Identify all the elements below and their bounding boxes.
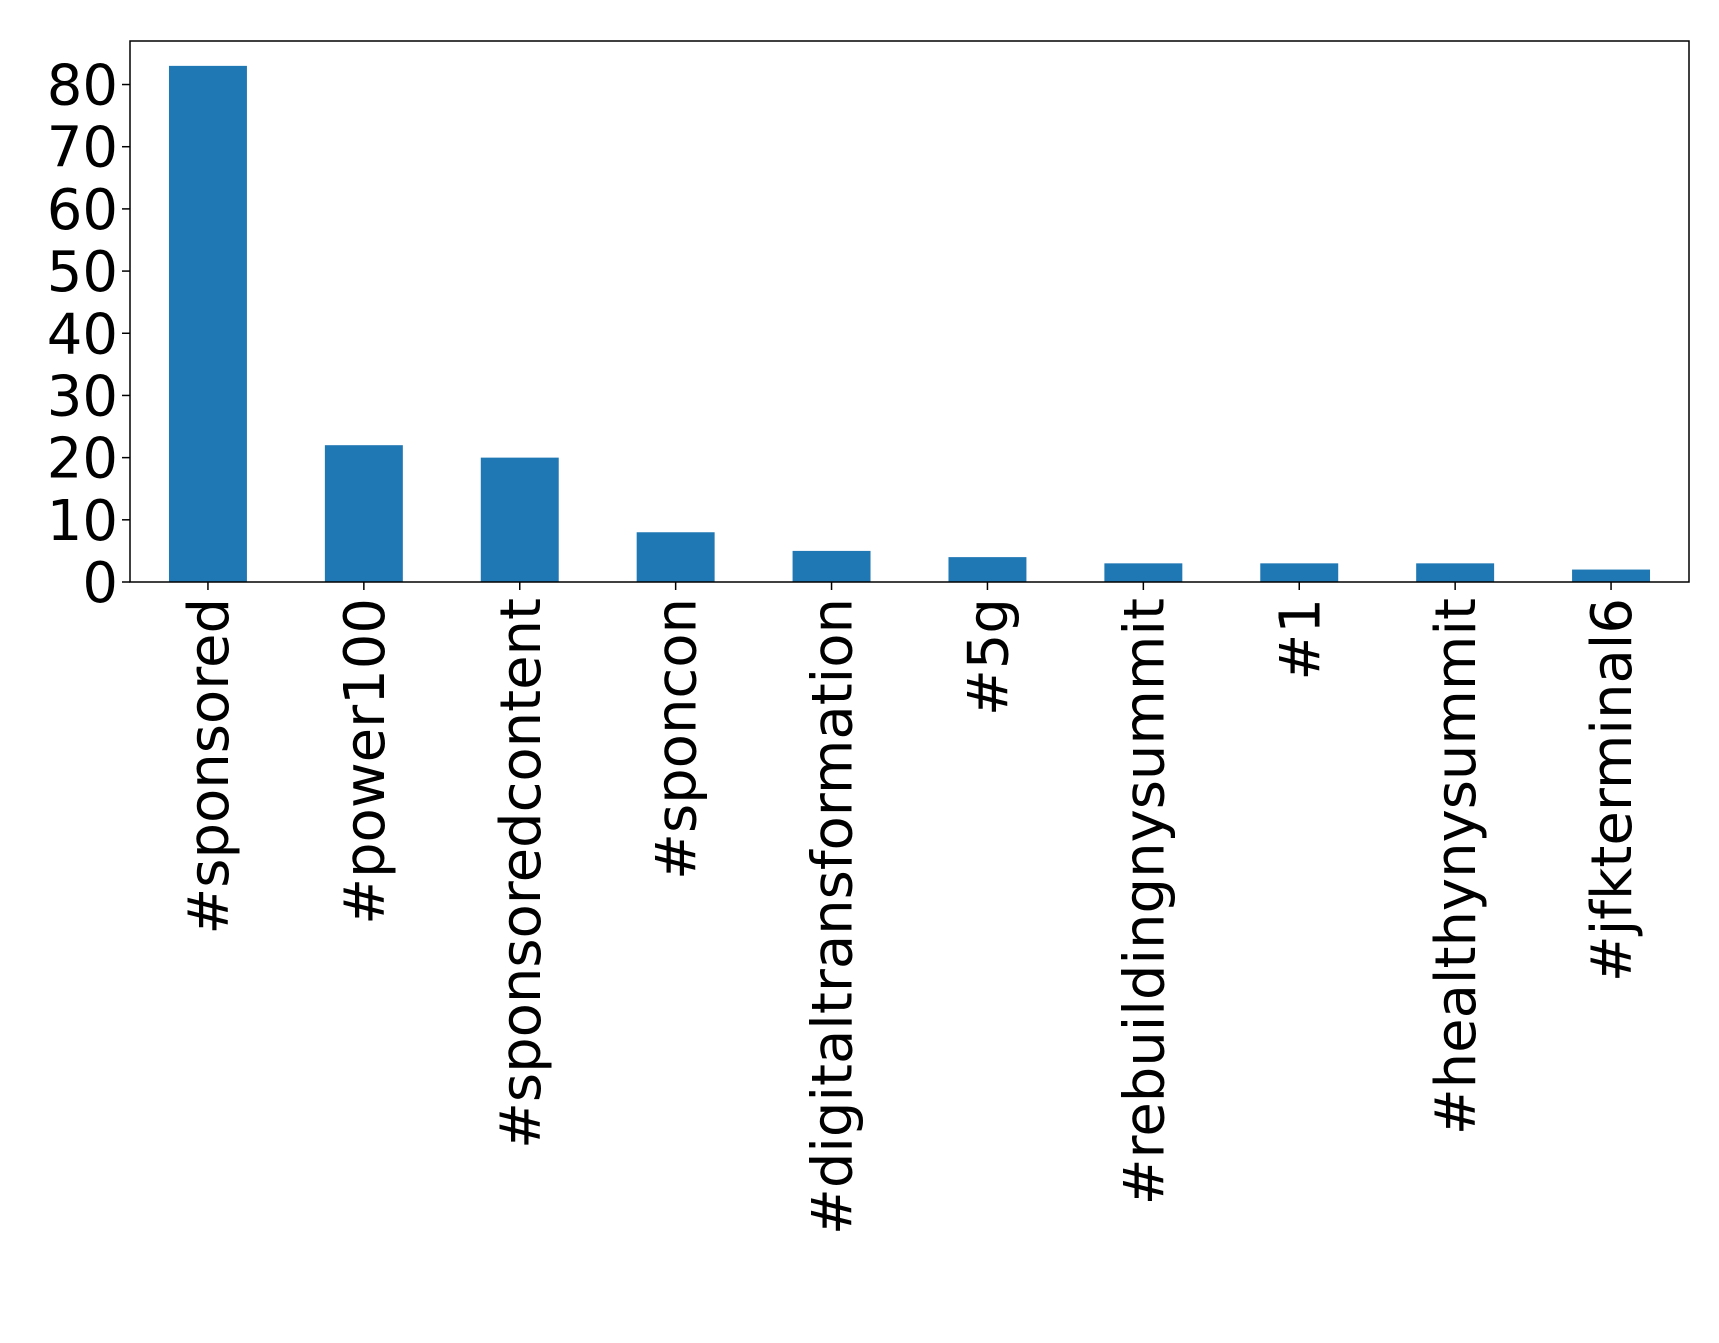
bar-rebuildingnysummit xyxy=(1104,563,1183,582)
bars-layer xyxy=(168,65,1651,583)
x-tick-label: #5g xyxy=(956,598,1021,716)
y-tick-label: 30 xyxy=(47,364,118,429)
x-tick-label: #rebuildingnysummit xyxy=(1112,598,1177,1205)
y-tick-label: 80 xyxy=(47,54,118,119)
x-tick-label: #healthynysummit xyxy=(1424,598,1489,1135)
x-tick-label: #digitaltransformation xyxy=(801,598,866,1235)
x-axis: #sponsored #power100 #sponsoredcontent #spo… xyxy=(177,582,1645,1235)
y-tick-label: 60 xyxy=(47,178,118,243)
plot-frame xyxy=(129,40,1690,583)
x-tick-label: #jfkterminal6 xyxy=(1580,598,1645,982)
bar-jfkterminal6 xyxy=(1572,569,1651,582)
bar-sponsoredcontent xyxy=(480,457,559,582)
x-tick-label: #sponsored xyxy=(177,598,242,935)
bar-sponcon xyxy=(636,532,715,582)
bar-1 xyxy=(1260,563,1339,582)
bar-digitaltransformation xyxy=(792,550,871,582)
x-tick-label: #sponsoredcontent xyxy=(489,598,554,1149)
y-tick-label: 70 xyxy=(47,116,118,181)
x-tick-label: #sponcon xyxy=(645,598,710,880)
y-tick-label: 10 xyxy=(47,489,118,554)
y-tick-label: 50 xyxy=(47,240,118,305)
y-tick-label: 0 xyxy=(82,551,118,616)
bar-power100 xyxy=(324,445,403,582)
bar-sponsored xyxy=(168,65,247,583)
y-tick-label: 40 xyxy=(47,302,118,367)
x-tick-label: #power100 xyxy=(333,598,398,925)
y-tick-label: 20 xyxy=(47,427,118,492)
x-tick-label: #1 xyxy=(1268,598,1333,681)
bar-5g xyxy=(948,557,1027,582)
bar-healthynysummit xyxy=(1416,563,1495,582)
